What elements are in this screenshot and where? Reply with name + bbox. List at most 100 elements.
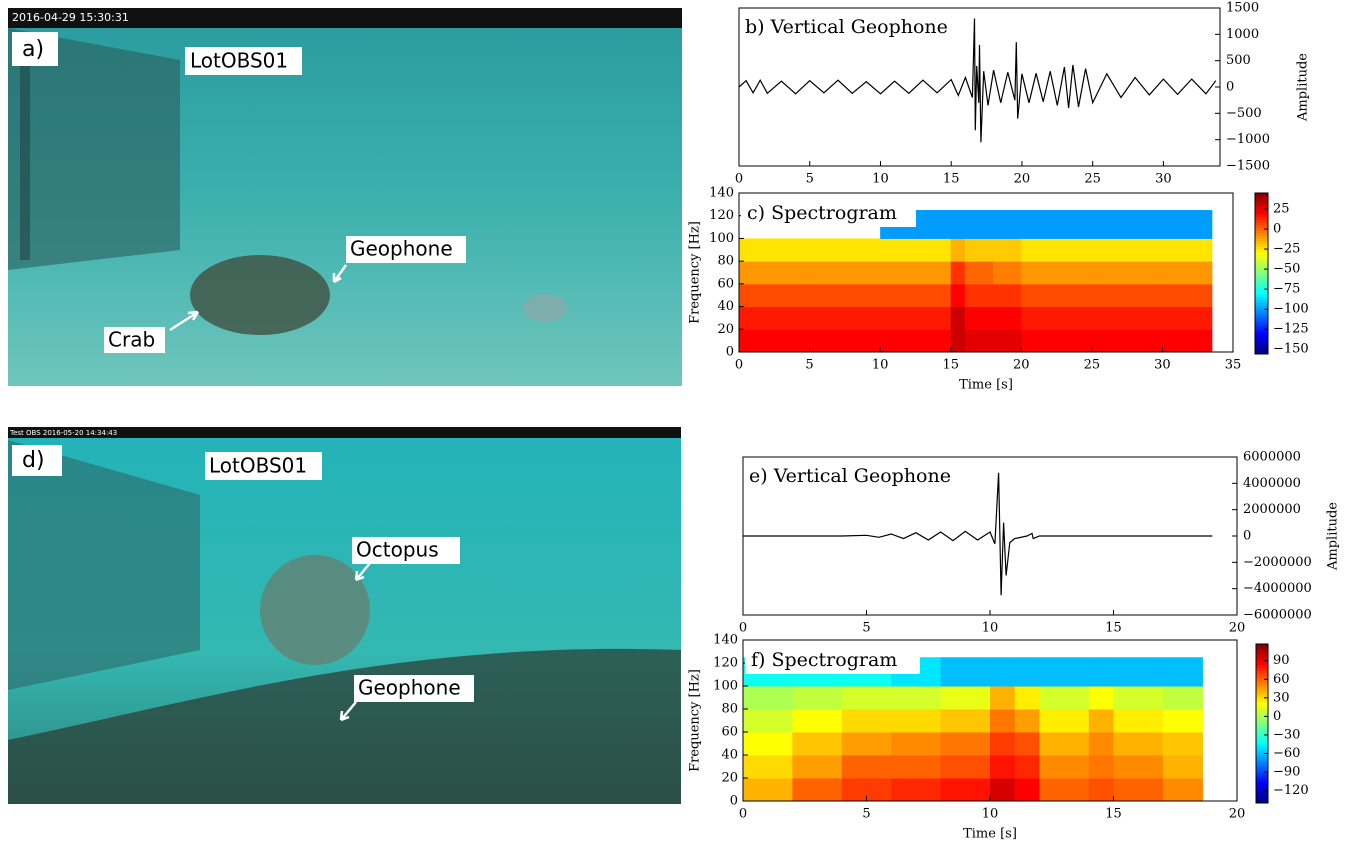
chart-title: b) Vertical Geophone [745, 16, 948, 38]
x-tick-label: 5 [805, 358, 813, 373]
y-tick-label: 100 [713, 679, 738, 694]
heat-cell [1113, 686, 1164, 710]
colorbar-stripe [1255, 219, 1268, 224]
y-axis-label: Frequency [Hz] [688, 221, 703, 324]
heat-cell [993, 261, 1022, 285]
colorbar-stripe [1255, 303, 1268, 307]
colorbar-stripe [1256, 747, 1268, 751]
heat-cell [739, 238, 811, 262]
heat-cell [1113, 778, 1164, 802]
annotation: Octopus [356, 538, 439, 562]
colorbar-stripe [1255, 233, 1268, 237]
x-tick-label: 0 [739, 621, 747, 636]
panel-label: d) [22, 448, 45, 473]
colorbar-stripe [1255, 321, 1268, 325]
heat-cell [809, 283, 881, 308]
heat-cell [739, 329, 811, 353]
colorbar-stripe [1255, 276, 1268, 280]
heat-cell [792, 709, 843, 733]
x-tick-label: 30 [1155, 172, 1172, 187]
colorbar-stripe [1255, 313, 1268, 317]
colorbar-stripe [1256, 718, 1268, 722]
heat-cell [792, 778, 843, 802]
colorbar-stripe [1256, 744, 1268, 748]
colorbar-stripe [1255, 337, 1268, 342]
y-tick-label: 40 [717, 299, 734, 314]
colorbar-stripe [1256, 651, 1268, 656]
heat-cell [990, 755, 1016, 779]
waveform [743, 472, 1213, 596]
colorbar-stripe [1255, 195, 1268, 199]
colorbar-stripe [1255, 278, 1268, 283]
heat-cell [1039, 686, 1090, 710]
heat-cell [1088, 755, 1114, 779]
label-box [12, 32, 58, 66]
arrow [354, 562, 371, 582]
heat-cell [1113, 755, 1164, 779]
chart-title: f) Spectrogram [751, 649, 897, 671]
colorbar-stripe [1255, 201, 1268, 205]
heat-cell [964, 306, 994, 330]
colorbar-stripe [1256, 792, 1268, 796]
crab [190, 255, 330, 335]
colorbar-stripe [1256, 646, 1268, 650]
colorbar-stripe [1256, 763, 1268, 767]
colorbar-stripe [1256, 673, 1268, 677]
heat-cell [743, 778, 793, 802]
colorbar-tick-label: 30 [1273, 690, 1290, 705]
heat-cell [1014, 709, 1040, 733]
heat-cell [964, 210, 994, 239]
heat-cell [940, 686, 991, 710]
colorbar-stripe [1256, 694, 1268, 698]
y-tick-label: 4000000 [1243, 476, 1301, 491]
heat-cell [1162, 657, 1203, 687]
heat-cell [880, 306, 952, 330]
colorbar-stripe [1256, 736, 1268, 740]
colorbar-tick-label: −125 [1273, 322, 1309, 337]
x-tick-label: 0 [735, 358, 743, 373]
colorbar-stripe [1255, 227, 1268, 232]
heat-cell [1088, 709, 1114, 733]
heat-cell [1014, 755, 1040, 779]
colorbar-stripe [1255, 270, 1268, 274]
colorbar-tick-label: −150 [1273, 342, 1309, 357]
x-tick-label: 10 [872, 358, 889, 373]
heat-cell [841, 778, 892, 802]
colorbar-stripe [1256, 659, 1268, 664]
x-tick-label: 15 [942, 358, 959, 373]
y-tick-label: 140 [709, 186, 734, 201]
x-tick-label: 20 [1229, 807, 1246, 822]
colorbar-tick-label: 0 [1273, 709, 1281, 724]
colorbar-stripe [1256, 707, 1268, 711]
label-box [346, 236, 466, 263]
heat-cell [990, 657, 1016, 687]
colorbar-tick-label: −100 [1273, 302, 1309, 317]
colorbar-stripe [1256, 662, 1268, 666]
colorbar-stripe [1255, 238, 1268, 242]
colorbar-stripe [1255, 206, 1268, 210]
heat-cell [1091, 329, 1163, 353]
heat-cell [990, 709, 1016, 733]
heat-cell [990, 778, 1016, 802]
heat-cell [1021, 261, 1093, 285]
colorbar-stripe [1255, 329, 1268, 334]
heat-cell [739, 283, 811, 308]
heat-cell [964, 238, 994, 262]
label-box [205, 452, 322, 480]
colorbar-stripe [1256, 795, 1268, 799]
heat-cell [1021, 283, 1093, 308]
colorbar-stripe [1255, 327, 1268, 331]
x-tick-label: 15 [1105, 621, 1122, 636]
station-label: LotOBS01 [190, 49, 288, 73]
label-box [352, 537, 460, 564]
colorbar-stripe [1255, 343, 1268, 347]
heat-cell [792, 755, 843, 779]
heat-cell [940, 778, 991, 802]
y-tick-label: 100 [709, 231, 734, 246]
colorbar-stripe [1255, 281, 1268, 285]
timestamp: 2016-04-29 15:30:31 [12, 11, 129, 24]
colorbar-tick-label: −120 [1273, 783, 1309, 798]
colorbar-stripe [1256, 760, 1268, 764]
heat-cell [993, 283, 1022, 308]
colorbar-stripe [1255, 348, 1268, 352]
